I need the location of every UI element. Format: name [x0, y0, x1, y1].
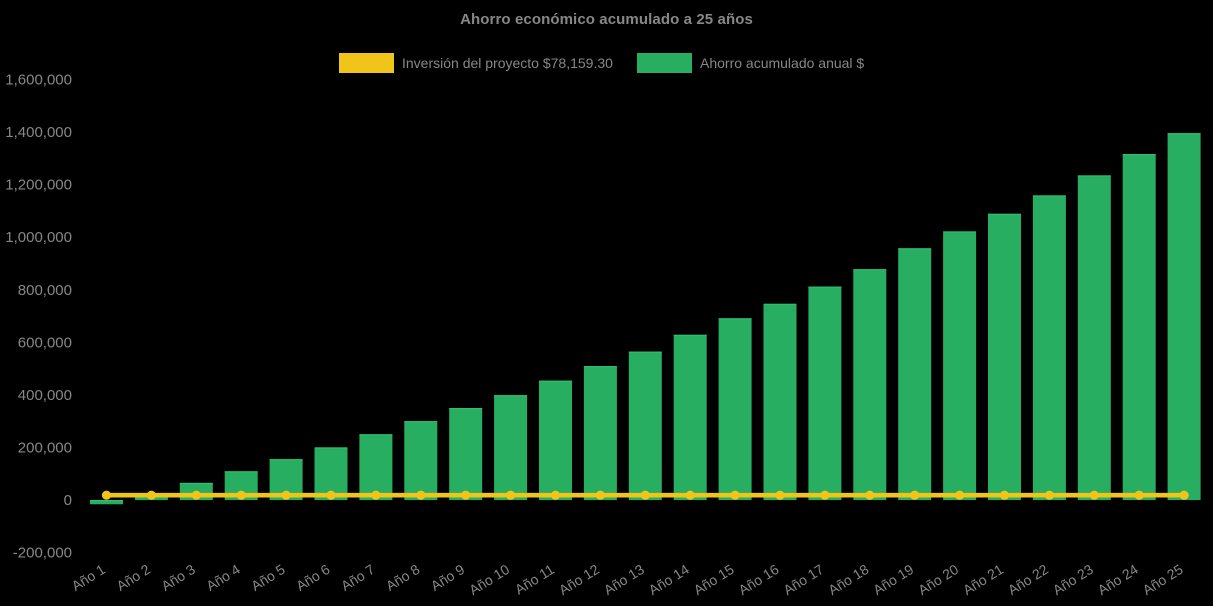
svg-text:-200,000: -200,000 [13, 545, 72, 562]
svg-text:Año 25: Año 25 [1140, 561, 1186, 598]
svg-text:Año 14: Año 14 [646, 561, 692, 598]
svg-text:Año 19: Año 19 [870, 561, 916, 598]
svg-text:Año 11: Año 11 [512, 561, 557, 598]
svg-text:Año 8: Año 8 [383, 561, 423, 594]
svg-text:1,200,000: 1,200,000 [5, 177, 72, 194]
svg-text:0: 0 [64, 492, 72, 509]
svg-text:Año 9: Año 9 [428, 561, 468, 594]
svg-text:Año 16: Año 16 [735, 561, 781, 598]
svg-text:200,000: 200,000 [18, 439, 72, 456]
svg-text:1,000,000: 1,000,000 [5, 229, 72, 246]
svg-text:1,600,000: 1,600,000 [5, 71, 72, 88]
svg-text:Año 12: Año 12 [556, 561, 602, 598]
svg-text:800,000: 800,000 [18, 282, 72, 299]
svg-text:1,400,000: 1,400,000 [5, 124, 72, 141]
svg-text:Año 18: Año 18 [825, 561, 871, 598]
svg-text:Año 6: Año 6 [293, 561, 333, 594]
svg-text:Año 2: Año 2 [113, 561, 153, 594]
svg-text:Año 4: Año 4 [203, 561, 243, 594]
svg-text:Año 17: Año 17 [780, 561, 826, 598]
svg-text:Año 20: Año 20 [915, 561, 961, 598]
svg-text:Año 1: Año 1 [69, 561, 109, 594]
svg-text:Año 15: Año 15 [691, 561, 737, 598]
svg-text:400,000: 400,000 [18, 387, 72, 404]
svg-text:Año 21: Año 21 [960, 561, 1006, 598]
svg-text:Año 22: Año 22 [1005, 561, 1051, 598]
svg-text:Año 7: Año 7 [338, 561, 378, 594]
svg-text:Año 5: Año 5 [248, 561, 288, 594]
svg-text:600,000: 600,000 [18, 334, 72, 351]
svg-text:Año 10: Año 10 [466, 561, 512, 598]
svg-text:Año 13: Año 13 [601, 561, 647, 598]
svg-text:Año 24: Año 24 [1095, 561, 1141, 598]
svg-text:Año 23: Año 23 [1050, 561, 1096, 598]
svg-text:Año 3: Año 3 [158, 561, 198, 594]
